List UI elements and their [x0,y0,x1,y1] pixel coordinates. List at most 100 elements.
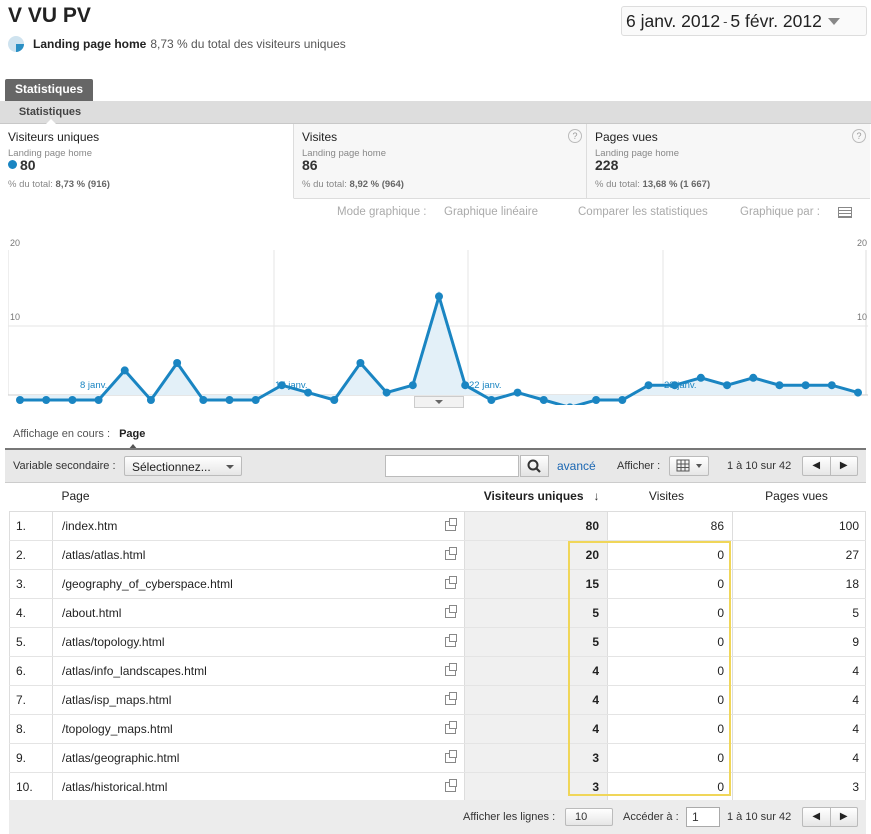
date-range-picker[interactable]: 6 janv. 2012 - 5 févr. 2012 [621,6,867,36]
external-link-icon[interactable] [445,663,457,676]
metric-segment: Landing page home [8,148,92,159]
subtab-statistiques[interactable]: Statistiques [8,101,92,124]
y-tick-label-right: 10 [857,312,867,322]
external-link-icon[interactable] [445,547,457,560]
data-point [801,381,810,390]
row-number: 5. [9,627,53,657]
help-icon[interactable]: ? [852,129,866,143]
table-row[interactable]: 8./topology_maps.html 4 0 4 [9,714,866,744]
metric-value: 80 [8,157,36,173]
row-pages-vues: 4 [732,685,866,715]
table-row[interactable]: 9./atlas/geographic.html 3 0 4 [9,743,866,773]
row-page-link[interactable]: /atlas/topology.html [52,627,465,657]
metric-pages-vues[interactable]: Pages vues ? Landing page home 228 % du … [587,124,870,199]
row-page-link[interactable]: /atlas/isp_maps.html [52,685,465,715]
row-pages-vues: 9 [732,627,866,657]
chart-mode-link[interactable]: Graphique linéaire [444,206,538,218]
segment-description: 8,73 % du total des visiteurs uniques [150,37,346,51]
column-header-visiteurs-uniques[interactable]: Visiteurs uniques ↓ [464,480,608,512]
data-point [618,396,627,404]
row-page-link[interactable]: /atlas/geographic.html [52,743,465,773]
row-visites: 0 [607,540,733,570]
chevron-down-icon [827,17,840,25]
row-visiteurs-uniques: 20 [464,540,608,570]
row-page-link[interactable]: /atlas/atlas.html [52,540,465,570]
chart-mode-label: Mode graphique : [337,206,427,218]
row-visites: 0 [607,627,733,657]
chart-resize-handle[interactable] [414,396,464,408]
data-point [120,366,129,375]
date-start: 6 janv. 2012 [626,10,721,31]
table-row[interactable]: 2./atlas/atlas.html 20 0 27 [9,540,866,570]
pagination-controls: ◀ ▶ [802,456,858,476]
next-page-button[interactable]: ▶ [839,460,848,471]
column-header-page[interactable]: Page [52,480,465,512]
column-header-pages-vues[interactable]: Pages vues [732,480,866,512]
secondary-dimension-select[interactable]: Sélectionnez... [124,456,242,476]
table-search-input[interactable] [385,455,519,477]
row-page-link[interactable]: /about.html [52,598,465,628]
data-point [199,396,208,404]
table-row[interactable]: 6./atlas/info_landscapes.html 4 0 4 [9,656,866,686]
column-header-visites[interactable]: Visites [607,480,733,512]
tab-statistiques[interactable]: Statistiques [5,79,93,101]
row-pages-vues: 27 [732,540,866,570]
prev-page-button[interactable]: ◀ [803,457,831,475]
graph-by-label[interactable]: Graphique par : [740,206,820,218]
calendar-icon[interactable] [838,207,852,218]
external-link-icon[interactable] [445,692,457,705]
external-link-icon[interactable] [445,518,457,531]
table-row[interactable]: 5./atlas/topology.html 5 0 9 [9,627,866,657]
y-tick-label-right: 20 [857,238,867,248]
date-separator: - [723,13,728,29]
row-number: 8. [9,714,53,744]
data-point [775,381,784,390]
segment-pie-icon [8,36,24,52]
grid-icon [676,459,702,472]
metric-title: Visites [302,130,338,144]
table-row[interactable]: 7./atlas/isp_maps.html 4 0 4 [9,685,866,715]
external-link-icon[interactable] [445,779,457,792]
data-point [670,381,679,390]
data-point [461,381,470,390]
row-page-link[interactable]: /atlas/info_landscapes.html [52,656,465,686]
compare-metrics-link[interactable]: Comparer les statistiques [578,206,708,218]
external-link-icon[interactable] [445,576,457,589]
row-number: 9. [9,743,53,773]
search-button[interactable] [520,455,549,477]
table-row[interactable]: 4./about.html 5 0 5 [9,598,866,628]
next-page-button[interactable]: ▶ [839,811,848,822]
series-area [20,296,858,405]
help-icon[interactable]: ? [568,129,582,143]
row-page-link[interactable]: /atlas/historical.html [52,772,465,802]
data-point [146,396,155,404]
table-row[interactable]: 1./index.htm 80 86 100 [9,511,866,541]
data-point [487,396,496,404]
row-page-link[interactable]: /topology_maps.html [52,714,465,744]
metric-visiteurs-uniques[interactable]: Visiteurs uniques Landing page home 80 %… [0,124,294,199]
data-point [644,381,653,390]
metric-visites[interactable]: Visites ? Landing page home 86 % du tota… [294,124,587,199]
external-link-icon[interactable] [445,605,457,618]
external-link-icon[interactable] [445,721,457,734]
row-visiteurs-uniques: 15 [464,569,608,599]
external-link-icon[interactable] [445,634,457,647]
advanced-filter-link[interactable]: avancé [557,459,596,473]
data-point [94,396,103,404]
goto-page-input[interactable]: 1 [686,807,720,827]
rows-per-page-select[interactable]: 10 [565,808,613,826]
data-point [435,292,443,301]
data-point [382,388,391,397]
current-view-value[interactable]: Page [119,428,146,440]
prev-page-button[interactable]: ◀ [803,808,831,826]
row-visiteurs-uniques: 4 [464,685,608,715]
data-point [513,388,522,397]
table-row[interactable]: 3./geography_of_cyberspace.html 15 0 18 [9,569,866,599]
table-row[interactable]: 10./atlas/historical.html 3 0 3 [9,772,866,802]
row-page-link[interactable]: /index.htm [52,511,465,541]
row-page-link[interactable]: /geography_of_cyberspace.html [52,569,465,599]
data-point [68,396,77,404]
data-table: Page Visiteurs uniques ↓ Visites Pages vu… [9,480,866,802]
external-link-icon[interactable] [445,750,457,763]
table-view-select[interactable] [669,456,709,476]
